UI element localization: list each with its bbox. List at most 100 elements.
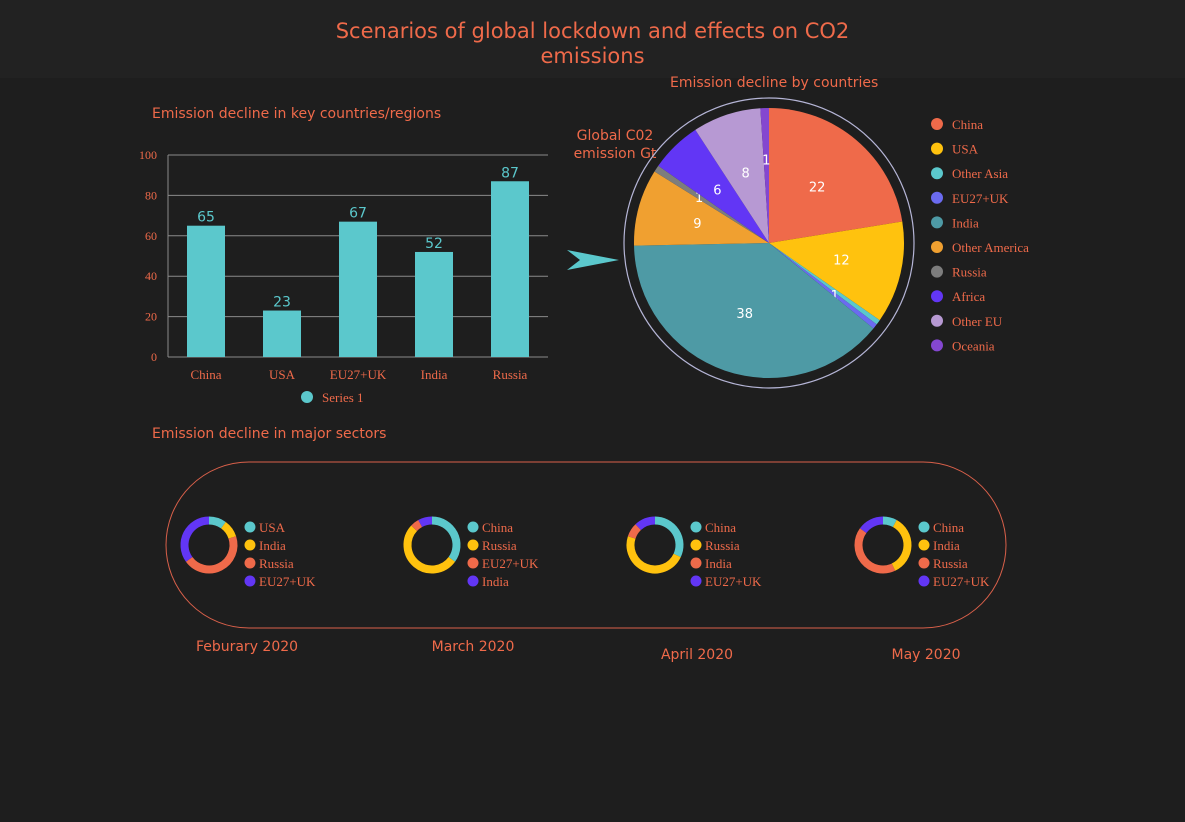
bar-value-label: 87 <box>501 165 519 181</box>
donut-legend-label: EU27+UK <box>933 574 990 589</box>
donut-legend-label: India <box>482 574 509 589</box>
pie-legend-label: India <box>952 215 979 230</box>
pie-slice-label: 8 <box>741 167 749 182</box>
donut-segment <box>220 521 237 539</box>
pie-slice <box>695 108 769 243</box>
pie-legend-marker <box>931 118 943 130</box>
pie-slice <box>634 243 874 379</box>
donut-legend-label: EU27+UK <box>259 574 316 589</box>
donut-legend-label: India <box>705 556 732 571</box>
bar-ytick-label: 80 <box>145 188 157 202</box>
donut-segment <box>208 516 226 529</box>
donut-legend-marker <box>690 539 702 551</box>
pie-legend-marker <box>931 265 943 278</box>
pie-slice-label: 1 <box>762 153 770 168</box>
pie-legend-marker <box>931 241 943 253</box>
pie-legend-label: Russia <box>952 265 987 280</box>
bar-value-label: 65 <box>197 210 215 226</box>
donut-legend-label: Russia <box>259 556 294 571</box>
bar <box>491 181 529 357</box>
pie-legend-marker <box>931 142 943 155</box>
donut-legend-label: India <box>933 538 960 553</box>
pie-slice-label: 6 <box>713 184 721 199</box>
donut-segment <box>891 520 912 571</box>
pie-slice-label: 1 <box>695 191 703 206</box>
donut-legend-marker <box>918 557 930 569</box>
bar-category-label: China <box>190 367 221 382</box>
bar-ytick-label: 60 <box>145 229 157 243</box>
page-title: Scenarios of global lockdown and effects… <box>335 19 850 68</box>
donut-segment <box>627 524 642 539</box>
bar-value-label: 67 <box>349 206 367 222</box>
month-label-mar: March 2020 <box>431 639 515 655</box>
arrow-icon <box>567 250 619 270</box>
pie-legend-marker <box>931 216 943 229</box>
donut-legend-label: China <box>705 520 736 535</box>
donut-legend-label: Russia <box>933 556 968 571</box>
pie-slice-label: 22 <box>809 180 826 195</box>
pie-slice <box>760 108 769 243</box>
donut-legend-marker <box>467 521 479 533</box>
bar-category-label: USA <box>269 367 296 382</box>
bar-legend-label: Series 1 <box>322 390 364 405</box>
month-label-feb: Feburary 2020 <box>195 639 299 655</box>
donut-legend-label: Russia <box>482 538 517 553</box>
bar <box>187 225 225 357</box>
month-label-apr: April 2020 <box>660 647 734 663</box>
pie-legend-label: China <box>952 117 983 132</box>
bar <box>339 221 377 357</box>
pie-side-label: Global C02 emission Gt <box>573 128 657 162</box>
bar-category-label: India <box>421 367 448 382</box>
donut-legend-label: India <box>259 538 286 553</box>
donut-segment <box>418 516 433 528</box>
donut-legend-label: China <box>933 520 964 535</box>
donut-legend-label: EU27+UK <box>482 556 539 571</box>
pie-slice-label: 38 <box>736 307 753 322</box>
bar-value-label: 23 <box>273 295 291 311</box>
pie-chart-title: Emission decline by countries <box>670 75 879 91</box>
pie-legend-label: USA <box>952 142 979 157</box>
donut-legend-label: China <box>482 520 513 535</box>
donut-legend-marker <box>244 539 256 551</box>
pie-slice <box>769 108 903 243</box>
pie-legend-marker <box>931 314 943 327</box>
bar-ytick-label: 20 <box>145 310 157 324</box>
pie-outer-ring <box>623 97 915 389</box>
donut-legend-label: USA <box>259 520 286 535</box>
donut-legend-label: Russia <box>705 538 740 553</box>
pie-legend-marker <box>931 339 943 352</box>
donut-segment <box>411 520 423 532</box>
pie-legend-marker <box>931 167 943 180</box>
pie-slice <box>769 243 877 329</box>
pie-slice <box>654 165 769 243</box>
pie-legend-marker <box>931 191 943 204</box>
donut-section-title: Emission decline in major sectors <box>152 426 387 442</box>
donut-segment <box>431 516 461 562</box>
donut-segment <box>854 528 896 574</box>
pie-slice <box>658 129 769 243</box>
pie-legend-label: Other America <box>952 240 1029 255</box>
donut-legend-marker <box>690 557 702 569</box>
bar-ytick-label: 0 <box>151 350 157 364</box>
header-band <box>0 0 1185 78</box>
pie-legend-label: Africa <box>952 289 985 304</box>
donut-legend-marker <box>918 539 930 551</box>
bar-ytick-label: 100 <box>139 148 157 162</box>
pie-legend-marker <box>931 290 943 303</box>
donut-legend-marker <box>467 575 479 587</box>
donut-legend-marker <box>467 539 479 551</box>
bar-legend-marker <box>301 391 313 403</box>
pie-legend-label: Other Asia <box>952 166 1008 181</box>
pie-slice <box>634 171 769 246</box>
bar <box>263 310 301 357</box>
donut-segment <box>185 536 238 574</box>
donut-legend-marker <box>244 575 256 587</box>
bar-category-label: Russia <box>493 367 528 382</box>
pie-slice <box>769 243 880 325</box>
month-label-may: May 2020 <box>891 647 961 663</box>
donut-legend-marker <box>467 557 479 569</box>
donut-legend-marker <box>690 575 702 587</box>
donut-segment <box>882 516 897 528</box>
bar-ytick-label: 40 <box>145 269 157 283</box>
pie-slice-label: 9 <box>693 217 701 232</box>
